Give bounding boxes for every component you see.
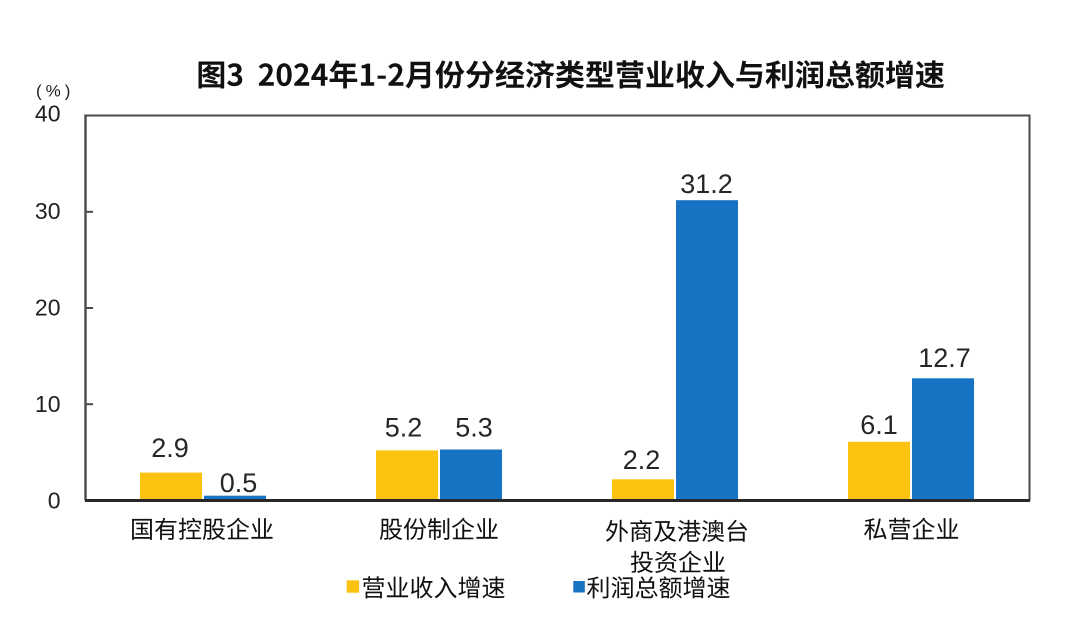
svg-text:40: 40 — [35, 101, 61, 127]
svg-text:30: 30 — [35, 198, 61, 224]
svg-text:10: 10 — [35, 391, 61, 417]
svg-text:5.2: 5.2 — [385, 413, 423, 443]
svg-text:0: 0 — [48, 488, 61, 514]
svg-text:12.7: 12.7 — [918, 343, 971, 373]
svg-text:2.2: 2.2 — [623, 445, 661, 475]
svg-text:(%): (%) — [36, 82, 74, 101]
svg-text:20: 20 — [35, 295, 61, 321]
svg-text:5.3: 5.3 — [455, 413, 493, 443]
svg-text:0.5: 0.5 — [220, 468, 258, 498]
svg-text:31.2: 31.2 — [680, 169, 733, 199]
svg-text:6.1: 6.1 — [860, 410, 898, 440]
svg-text:2.9: 2.9 — [151, 433, 189, 463]
